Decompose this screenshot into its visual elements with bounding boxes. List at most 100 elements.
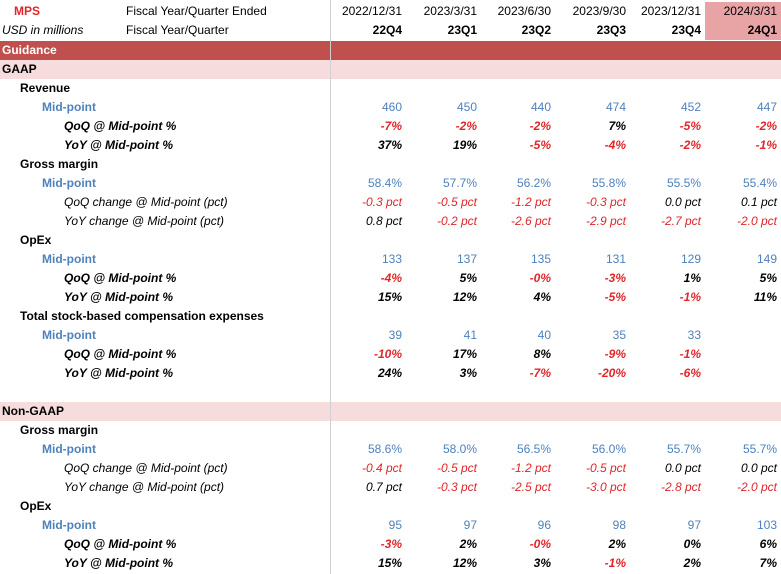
value-cell[interactable]: 37% — [377, 138, 402, 152]
fiscal-quarter-label[interactable]: Fiscal Year/Quarter — [126, 23, 229, 37]
value-cell[interactable]: 0.0 pct — [740, 461, 777, 475]
value-cell[interactable]: 2% — [459, 537, 477, 551]
value-cell[interactable]: -2% — [455, 119, 477, 133]
value-cell[interactable]: 7% — [759, 556, 777, 570]
row-label[interactable]: QoQ @ Mid-point % — [64, 537, 177, 551]
value-cell[interactable]: 0.1 pct — [740, 195, 777, 209]
value-cell[interactable]: 0% — [683, 537, 701, 551]
value-cell[interactable]: 15% — [377, 556, 402, 570]
value-cell[interactable]: -5% — [679, 119, 701, 133]
value-cell[interactable]: -0% — [529, 537, 551, 551]
value-cell[interactable]: -2.5 pct — [510, 480, 551, 494]
value-cell[interactable]: 41 — [463, 328, 477, 342]
ticker-label[interactable]: MPS — [14, 4, 41, 18]
row-label[interactable]: Gross margin — [20, 157, 99, 171]
quarter-cell[interactable]: 23Q4 — [671, 23, 701, 37]
value-cell[interactable]: -1.2 pct — [510, 195, 551, 209]
value-cell[interactable]: 95 — [388, 518, 402, 532]
row-label[interactable]: Gross margin — [20, 423, 99, 437]
value-cell[interactable]: -2.7 pct — [660, 214, 701, 228]
value-cell[interactable]: -10% — [373, 347, 402, 361]
value-cell[interactable]: -2% — [679, 138, 701, 152]
value-cell[interactable]: 33 — [687, 328, 701, 342]
value-cell[interactable]: 55.7% — [742, 442, 777, 456]
quarter-cell[interactable]: 23Q3 — [596, 23, 626, 37]
row-label[interactable]: Mid-point — [42, 100, 96, 114]
value-cell[interactable]: -7% — [529, 366, 551, 380]
value-cell[interactable] — [705, 364, 781, 383]
value-cell[interactable]: -1% — [679, 290, 701, 304]
quarter-cell[interactable]: 22Q4 — [372, 23, 402, 37]
row-label[interactable]: Total stock-based compensation expenses — [20, 309, 264, 323]
row-label[interactable]: QoQ @ Mid-point % — [64, 271, 177, 285]
value-cell[interactable] — [705, 326, 781, 345]
value-cell[interactable]: -2.9 pct — [585, 214, 626, 228]
value-cell[interactable]: 98 — [612, 518, 626, 532]
value-cell[interactable]: 452 — [680, 100, 701, 114]
row-label[interactable]: OpEx — [20, 233, 52, 247]
value-cell[interactable]: 129 — [680, 252, 701, 266]
value-cell[interactable]: 55.5% — [666, 176, 701, 190]
date-cell-highlight[interactable]: 2024/3/31 — [705, 2, 781, 21]
value-cell[interactable]: -0.5 pct — [436, 461, 477, 475]
value-cell[interactable]: 3% — [459, 366, 477, 380]
value-cell[interactable]: 7% — [608, 119, 626, 133]
value-cell[interactable]: 4% — [533, 290, 551, 304]
value-cell[interactable]: -0.2 pct — [436, 214, 477, 228]
value-cell[interactable]: 103 — [756, 518, 777, 532]
value-cell[interactable]: 5% — [759, 271, 777, 285]
value-cell[interactable]: 8% — [533, 347, 551, 361]
row-label[interactable]: Revenue — [20, 81, 71, 95]
value-cell[interactable]: -0.4 pct — [361, 461, 402, 475]
value-cell[interactable]: -3.0 pct — [585, 480, 626, 494]
value-cell[interactable]: 12% — [452, 290, 477, 304]
value-cell[interactable]: 460 — [381, 100, 402, 114]
row-label[interactable]: YoY @ Mid-point % — [64, 556, 174, 570]
row-label[interactable]: Mid-point — [42, 442, 96, 456]
value-cell[interactable]: -2% — [755, 119, 777, 133]
value-cell[interactable]: -2% — [529, 119, 551, 133]
value-cell[interactable]: -5% — [529, 138, 551, 152]
value-cell[interactable]: 55.7% — [666, 442, 701, 456]
row-label[interactable]: YoY @ Mid-point % — [64, 290, 174, 304]
value-cell[interactable]: 56.5% — [516, 442, 551, 456]
value-cell[interactable]: 3% — [533, 556, 551, 570]
value-cell[interactable]: 97 — [463, 518, 477, 532]
value-cell[interactable]: -4% — [604, 138, 626, 152]
value-cell[interactable]: 19% — [452, 138, 477, 152]
date-cell[interactable]: 2023/6/30 — [497, 4, 551, 18]
value-cell[interactable]: 131 — [605, 252, 626, 266]
value-cell[interactable]: 0.7 pct — [365, 480, 402, 494]
value-cell[interactable]: 55.4% — [742, 176, 777, 190]
value-cell[interactable]: -0.5 pct — [436, 195, 477, 209]
value-cell[interactable]: 58.0% — [442, 442, 477, 456]
value-cell[interactable]: -1.2 pct — [510, 461, 551, 475]
value-cell[interactable]: 55.8% — [591, 176, 626, 190]
value-cell[interactable]: -0.5 pct — [585, 461, 626, 475]
row-label[interactable]: Non-GAAP — [2, 404, 64, 418]
value-cell[interactable]: 0.0 pct — [664, 461, 701, 475]
row-label[interactable]: OpEx — [20, 499, 52, 513]
row-label[interactable]: Mid-point — [42, 176, 96, 190]
value-cell[interactable]: -5% — [604, 290, 626, 304]
value-cell[interactable]: -0.3 pct — [585, 195, 626, 209]
quarter-cell[interactable]: 23Q1 — [447, 23, 477, 37]
value-cell[interactable]: 135 — [530, 252, 551, 266]
value-cell[interactable]: 57.7% — [442, 176, 477, 190]
date-cell[interactable]: 2023/3/31 — [423, 4, 477, 18]
value-cell[interactable]: 39 — [388, 328, 402, 342]
value-cell[interactable]: 5% — [459, 271, 477, 285]
value-cell[interactable]: -1% — [604, 556, 626, 570]
row-label[interactable]: QoQ @ Mid-point % — [64, 119, 177, 133]
value-cell[interactable]: 2% — [608, 537, 626, 551]
fiscal-ended-label[interactable]: Fiscal Year/Quarter Ended — [126, 4, 267, 18]
value-cell[interactable]: -6% — [679, 366, 701, 380]
row-label[interactable]: Mid-point — [42, 252, 96, 266]
value-cell[interactable] — [705, 345, 781, 364]
row-label[interactable]: YoY @ Mid-point % — [64, 138, 174, 152]
value-cell[interactable]: 440 — [530, 100, 551, 114]
value-cell[interactable]: 17% — [452, 347, 477, 361]
value-cell[interactable]: -7% — [380, 119, 402, 133]
units-label[interactable]: USD in millions — [2, 23, 84, 37]
quarter-cell[interactable]: 23Q2 — [521, 23, 551, 37]
